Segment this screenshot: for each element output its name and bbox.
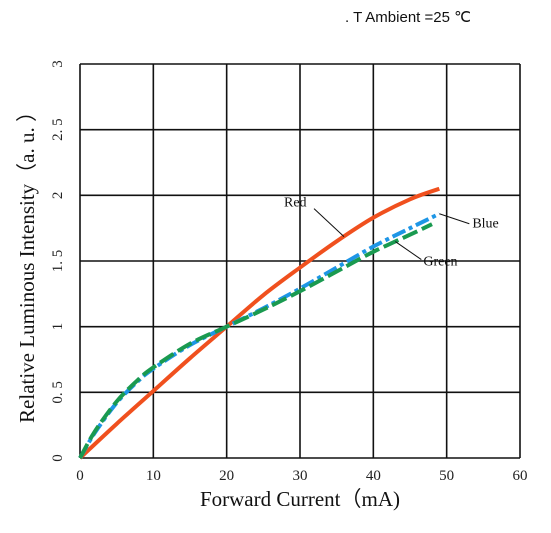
x-tick-label: 0 bbox=[76, 468, 84, 484]
x-tick-label: 30 bbox=[293, 468, 308, 484]
y-tick-label: 0 bbox=[50, 454, 66, 462]
series-line-green bbox=[78, 222, 433, 459]
x-axis-title: Forward Current（mA) bbox=[200, 487, 400, 511]
annotation-label-blue: Blue bbox=[472, 217, 498, 232]
y-tick-label: 3 bbox=[50, 60, 66, 68]
y-tick-label: 0. 5 bbox=[50, 381, 66, 404]
y-tick-label: 2 bbox=[50, 192, 66, 200]
y-axis-title: Relative Luminous Intensity（a. u. ） bbox=[15, 101, 39, 423]
annotation-leader bbox=[313, 208, 345, 237]
annotation-label-red: Red bbox=[284, 196, 307, 211]
annotation-label-green: Green bbox=[423, 255, 457, 270]
x-tick-label: 40 bbox=[366, 468, 381, 484]
x-tick-label: 10 bbox=[146, 468, 161, 484]
ambient-condition-label: . T Ambient =25 ℃ bbox=[345, 9, 471, 26]
tick-labels: 0 10 20 30 40 50 60 0 0. 5 1 1. 5 2 2. 5 3 bbox=[50, 60, 528, 484]
series-lines bbox=[78, 186, 441, 460]
x-tick-label: 60 bbox=[513, 468, 528, 484]
series-line-blue bbox=[78, 211, 441, 460]
series-line-red bbox=[78, 186, 441, 460]
annotation-leader bbox=[395, 241, 422, 260]
y-tick-label: 2. 5 bbox=[50, 118, 66, 141]
y-tick-label: 1 bbox=[50, 323, 66, 331]
series-annotations: Red Blue Green bbox=[284, 196, 499, 270]
x-tick-label: 50 bbox=[439, 468, 454, 484]
plot-grid bbox=[79, 63, 521, 459]
y-tick-label: 1. 5 bbox=[50, 250, 66, 273]
annotation-leader bbox=[439, 213, 470, 225]
x-tick-label: 20 bbox=[219, 468, 234, 484]
